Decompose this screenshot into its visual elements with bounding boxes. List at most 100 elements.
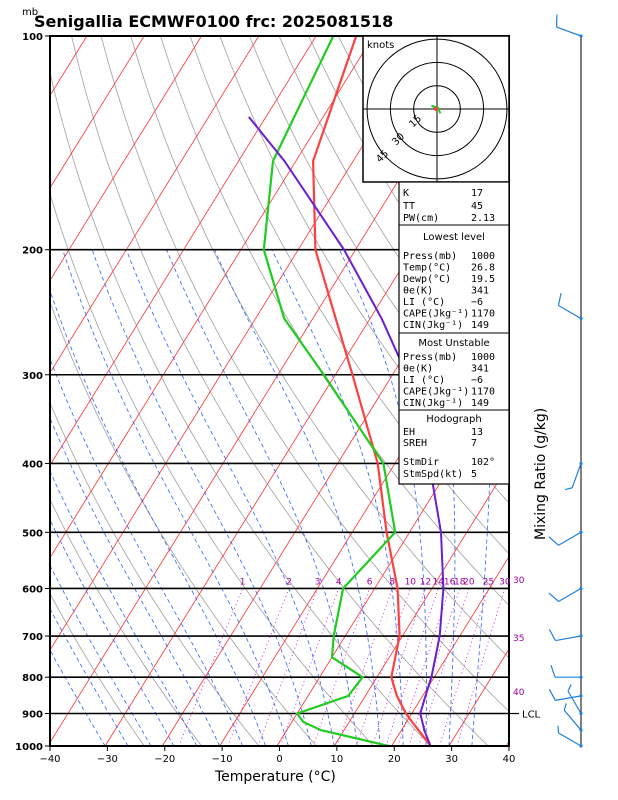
mixing-ratio-tick-label: 25: [483, 577, 494, 587]
lowest-row-value: −6: [471, 297, 483, 308]
moist-adiabat: [50, 518, 175, 746]
lowest-row-value: 341: [471, 286, 489, 297]
chart-title: Senigallia ECMWF0100 frc: 2025081518: [34, 12, 393, 31]
wind-barb-shaft: [563, 709, 582, 731]
isotherm: [50, 36, 202, 282]
moist-adiabat: [125, 249, 335, 746]
unstable-row-label: CAPE(Jkg⁻¹): [403, 387, 469, 398]
wind-barb-shaft: [567, 690, 582, 714]
wind-barb-shaft: [555, 635, 582, 642]
mixing-ratio-tick-label: 20: [463, 577, 475, 587]
wind-barb-shaft: [558, 305, 582, 320]
dry-adiabat: [576, 36, 618, 746]
lowest-row-label: Press(mb): [403, 251, 457, 262]
mixing-ratio-line: [312, 588, 370, 746]
moist-adiabat: [50, 607, 129, 746]
isotherm: [50, 36, 432, 651]
hodo-row-label: EH: [403, 427, 415, 438]
wind-barb-shaft: [555, 695, 582, 701]
lowest-row-value: 19.5: [471, 274, 495, 285]
hodo-row-label: StmSpd(kt): [403, 469, 463, 480]
unstable-row-value: 149: [471, 398, 489, 409]
pressure-tick-label: 500: [22, 528, 43, 539]
unstable-row-label: θe(K): [403, 364, 433, 375]
lowest-row-value: 1000: [471, 251, 495, 262]
wind-barb: [557, 725, 583, 748]
lowest-level-header: Lowest level: [423, 232, 485, 243]
moist-adiabat: [50, 417, 221, 746]
pressure-tick-label: 1000: [15, 742, 43, 753]
mixing-ratio-tick-label: 2: [286, 577, 292, 587]
mixing-ratio-tick-label: 3: [315, 577, 321, 587]
pressure-tick-label: 100: [22, 32, 43, 43]
temperature-tick-label: 30: [445, 754, 458, 765]
right-edge-label: 30: [513, 576, 525, 586]
knots-label: knots: [367, 40, 394, 51]
mixing-ratio-tick-label: 4: [336, 577, 342, 587]
x-axis-label: Temperature (°C): [214, 769, 336, 785]
wind-barb-shaft: [558, 587, 582, 603]
pressure-tick-label: 300: [22, 371, 43, 382]
moist-adiabat: [50, 649, 106, 746]
moist-adiabat: [50, 289, 266, 746]
temperature-tick-label: −10: [212, 754, 233, 765]
mixing-ratio-label: Mixing Ratio (g/kg): [533, 408, 549, 540]
isotherm: [50, 36, 260, 374]
unstable-row-value: 1000: [471, 352, 495, 363]
lowest-row-label: Dewp(°C): [403, 274, 451, 285]
dry-adiabat: [50, 592, 145, 746]
isotherm: [333, 463, 509, 746]
lowest-row-value: 1170: [471, 309, 495, 320]
lowest-row-label: CAPE(Jkg⁻¹): [403, 309, 469, 320]
mixing-ratio-tick-label: 18: [454, 577, 466, 587]
wind-barb: [557, 293, 583, 321]
wind-barb: [548, 530, 583, 546]
wind-barb: [567, 684, 583, 716]
hodo-row-label: SREH: [403, 438, 427, 449]
dry-adiabat: [219, 36, 509, 504]
parcel-path: [248, 116, 445, 746]
wind-barb: [564, 461, 583, 491]
temperature-tick-label: −40: [39, 754, 60, 765]
moist-adiabat: [62, 249, 289, 746]
wind-barb: [555, 14, 583, 38]
dry-adiabat: [160, 36, 509, 606]
right-edge-label: 40: [513, 688, 525, 698]
dry-adiabat: [50, 192, 374, 746]
hodo-row-value: 5: [471, 469, 477, 480]
dry-adiabat: [71, 36, 489, 746]
hodo-row-value: 7: [471, 438, 477, 449]
dry-adiabat: [50, 300, 317, 746]
hodo-row-value: 13: [471, 427, 483, 438]
storm-motion-marker: [434, 107, 438, 111]
lcl-label: LCL: [522, 710, 541, 721]
wind-barb-flag: [563, 703, 567, 711]
isotherm: [50, 36, 88, 97]
mb-unit-label: mb: [22, 7, 38, 18]
dry-adiabat: [50, 401, 260, 746]
temperature-tick-label: 20: [388, 754, 401, 765]
unstable-row-label: CIN(Jkg⁻¹): [403, 398, 463, 409]
wind-barb-column: [548, 14, 583, 748]
dewpoint-profile: [262, 36, 397, 746]
lowest-row-label: LI (°C): [403, 297, 445, 308]
pressure-tick-label: 700: [22, 632, 43, 643]
mixing-ratio-tick-label: 30: [499, 577, 511, 587]
mixing-ratio-line: [280, 588, 340, 746]
unstable-row-label: Press(mb): [403, 352, 457, 363]
lowest-row-label: Temp(°C): [403, 263, 451, 274]
mixing-ratio-tick-label: 12: [420, 577, 431, 587]
mixing-ratio-tick-label: 1: [240, 577, 246, 587]
temperature-tick-label: 10: [331, 754, 344, 765]
hodo-row-label: StmDir: [403, 457, 439, 468]
unstable-row-label: LI (°C): [403, 375, 445, 386]
isotherm: [162, 186, 509, 746]
wind-barb-shaft: [571, 463, 582, 489]
temperature-tick-label: 0: [276, 754, 282, 765]
pressure-tick-label: 200: [22, 246, 43, 257]
right-edge-label: 35: [513, 634, 524, 644]
lowest-row-value: 149: [471, 320, 489, 331]
dry-adiabat: [50, 498, 203, 746]
